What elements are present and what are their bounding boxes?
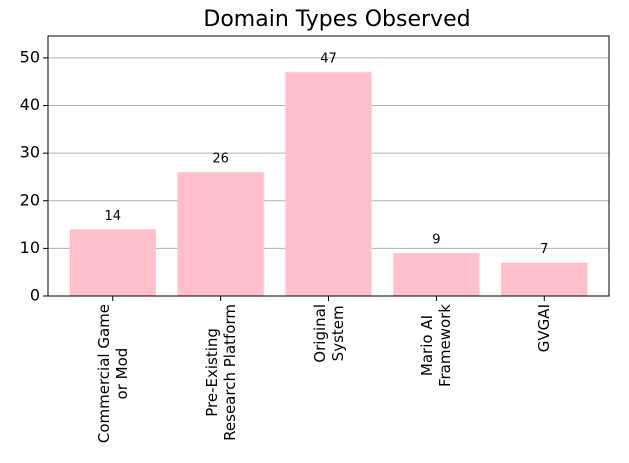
bar <box>285 72 372 296</box>
bar <box>177 172 264 296</box>
data-label: 26 <box>212 152 229 167</box>
data-label: 7 <box>540 242 548 257</box>
data-label: 14 <box>104 209 121 224</box>
y-tick-label: 50 <box>20 47 40 66</box>
x-tick-label: GVGAI <box>535 304 554 353</box>
data-label: 9 <box>432 233 440 248</box>
y-tick-label: 20 <box>20 190 40 209</box>
bar <box>69 229 156 296</box>
x-tick-label: Original System <box>310 304 347 363</box>
y-tick-label: 0 <box>30 286 40 305</box>
y-tick-label: 40 <box>20 95 40 114</box>
y-tick-label: 10 <box>20 238 40 257</box>
y-tick-label: 30 <box>20 143 40 162</box>
data-label: 47 <box>320 52 337 67</box>
bar <box>393 253 480 296</box>
x-tick-label: Mario AI Framework <box>418 304 455 388</box>
x-tick-label: Commercial Game or Mod <box>94 304 131 444</box>
chart-title: Domain Types Observed <box>203 7 470 32</box>
axes-frame <box>47 35 610 297</box>
bar <box>501 262 588 296</box>
x-tick-label: Pre-Existing Research Platform <box>202 304 239 441</box>
